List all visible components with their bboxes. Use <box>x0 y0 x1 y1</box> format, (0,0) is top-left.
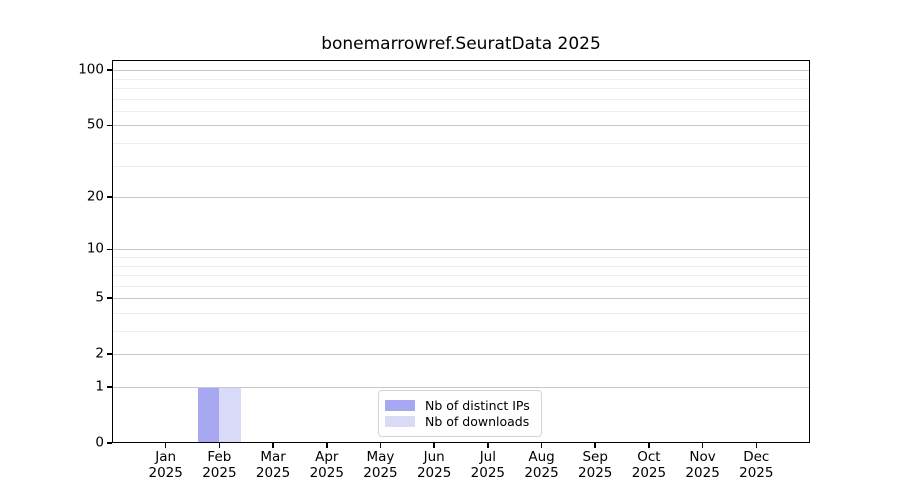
minor-gridline <box>112 331 810 333</box>
x-tick-mark <box>164 443 167 448</box>
plot-area <box>112 60 810 443</box>
x-tick-mark <box>272 443 274 448</box>
legend-row-downloads: Nb of downloads <box>385 414 533 429</box>
x-tick-label: Jul 2025 <box>470 449 506 481</box>
minor-gridline <box>112 78 810 80</box>
chart-title: bonemarrowref.SeuratData 2025 <box>321 34 601 54</box>
y-tick-mark <box>107 386 112 388</box>
minor-gridline <box>112 257 810 258</box>
x-tick-label: Oct 2025 <box>631 449 667 481</box>
major-gridline <box>112 249 810 251</box>
x-tick-mark <box>487 443 489 448</box>
minor-gridline <box>112 143 810 145</box>
y-tick-label: 2 <box>95 345 104 362</box>
x-tick-label: Apr 2025 <box>309 449 344 481</box>
major-gridline <box>112 70 810 72</box>
bar-downloads <box>219 387 241 443</box>
y-tick-label: 10 <box>86 240 104 257</box>
y-tick-mark <box>107 442 112 444</box>
x-tick-mark <box>648 443 650 448</box>
x-tick-label: Nov 2025 <box>685 449 720 481</box>
y-tick-label: 0 <box>95 434 104 451</box>
x-tick-label: Dec 2025 <box>739 449 774 481</box>
y-tick-label: 5 <box>95 289 104 306</box>
x-tick-label: Feb 2025 <box>202 449 237 481</box>
x-tick-label: Mar 2025 <box>255 449 291 481</box>
minor-gridline <box>112 265 810 267</box>
y-tick-label: 50 <box>86 116 104 133</box>
minor-gridline <box>112 312 810 314</box>
x-tick-mark <box>379 443 382 448</box>
x-tick-label: Sep 2025 <box>578 449 613 481</box>
major-gridline <box>112 387 810 388</box>
y-tick-label: 100 <box>78 61 104 78</box>
major-gridline <box>112 125 810 127</box>
y-tick-label: 1 <box>95 378 104 395</box>
legend-label-distinct-ips: Nb of distinct IPs <box>425 398 530 413</box>
x-tick-mark <box>701 443 704 448</box>
legend: Nb of distinct IPs Nb of downloads <box>378 390 542 437</box>
x-tick-mark <box>540 443 543 448</box>
minor-gridline <box>112 88 810 90</box>
x-tick-mark <box>325 443 328 448</box>
y-tick-label: 20 <box>86 188 104 205</box>
legend-label-downloads: Nb of downloads <box>425 414 530 429</box>
major-gridline <box>112 197 810 199</box>
major-gridline <box>112 354 810 356</box>
minor-gridline <box>112 275 810 277</box>
minor-gridline <box>112 110 810 112</box>
x-tick-label: Jun 2025 <box>416 449 452 481</box>
major-gridline <box>112 298 810 300</box>
x-tick-mark <box>218 443 221 448</box>
legend-swatch-downloads <box>385 416 415 427</box>
legend-swatch-distinct-ips <box>385 400 415 411</box>
x-tick-label: Aug 2025 <box>524 449 559 481</box>
x-tick-mark <box>433 443 435 448</box>
minor-gridline <box>112 285 810 287</box>
y-tick-mark <box>107 69 112 71</box>
bar-distinct-ips <box>197 387 220 443</box>
minor-gridline <box>112 98 810 100</box>
y-tick-mark <box>107 124 112 127</box>
y-tick-mark <box>107 353 112 356</box>
legend-row-distinct-ips: Nb of distinct IPs <box>385 398 533 413</box>
x-tick-label: Jan 2025 <box>148 449 183 481</box>
minor-gridline <box>112 165 810 167</box>
x-tick-mark <box>755 443 758 448</box>
y-tick-mark <box>107 248 112 251</box>
x-tick-mark <box>594 443 597 448</box>
y-tick-mark <box>107 297 112 300</box>
y-tick-mark <box>107 196 112 198</box>
x-tick-label: May 2025 <box>363 449 398 481</box>
